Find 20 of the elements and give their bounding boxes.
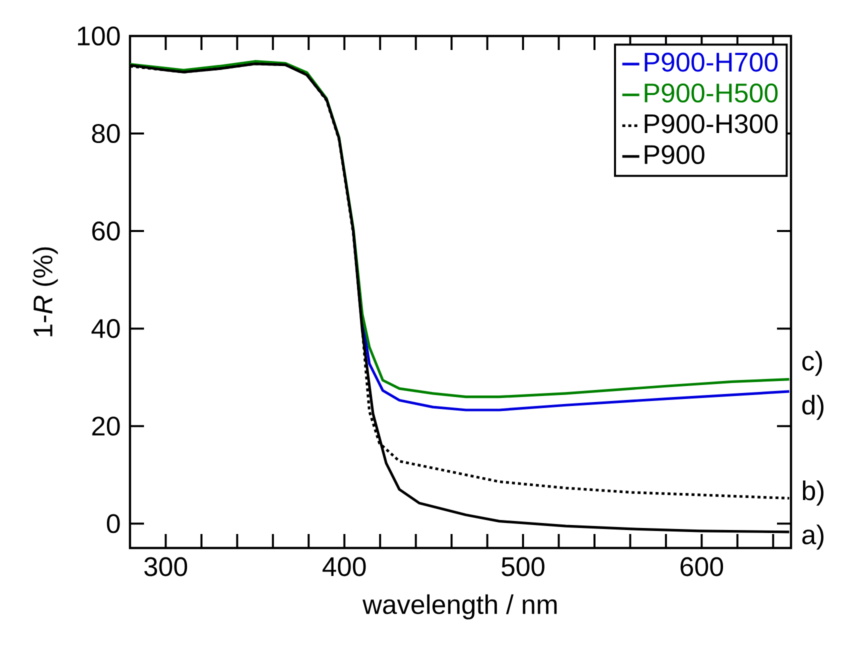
x-axis-title: wavelength / nm [362, 594, 557, 620]
text: c) [802, 350, 822, 376]
y-tick-label: 40 [92, 319, 120, 338]
y-axis-title: 1-R (%) [32, 247, 58, 336]
text: a) [802, 524, 824, 550]
legend-label: P900 [644, 145, 704, 164]
y-tick-label: 60 [92, 222, 120, 241]
text: b) [802, 480, 824, 506]
legend-label: P900-H300 [644, 114, 778, 134]
x-tick-label: 500 [502, 557, 544, 576]
y-tick-label: 80 [92, 124, 120, 144]
text: d) [802, 394, 824, 420]
y-tick-label: 100 [78, 26, 120, 46]
x-tick-label: 600 [680, 557, 724, 576]
legend-label: P900-H700 [644, 52, 778, 72]
x-tick-label: 300 [144, 557, 188, 576]
y-tick-label: 20 [92, 416, 120, 436]
legend-label: P900-H500 [644, 83, 778, 103]
x-tick-label: 400 [322, 557, 366, 576]
y-tick-label: 0 [106, 514, 120, 534]
